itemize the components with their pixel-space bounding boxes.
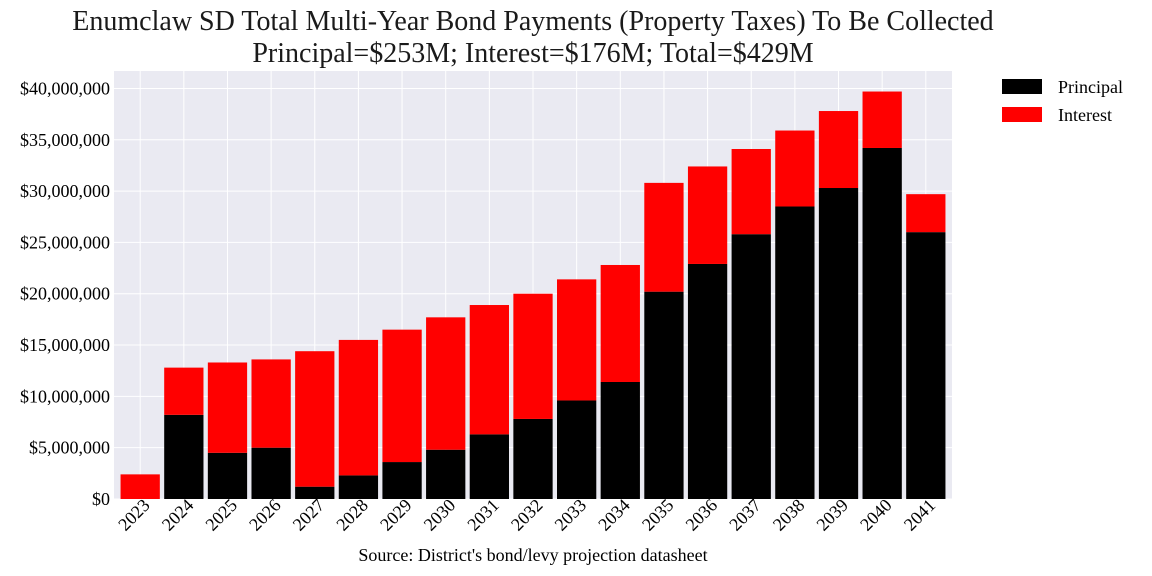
bar-interest-2034 [600,264,640,382]
y-tick-label: $35,000,000 [20,130,110,150]
x-tick-label: 2037 [725,495,765,535]
chart-subtitle: Principal=$253M; Interest=$176M; Total=$… [252,38,814,69]
x-axis: 2023 2024 2025 2026 2027 2028 2029 2030 2031 2032… [114,495,939,535]
x-tick-label: 2031 [463,495,503,535]
x-tick-label: 2035 [638,495,678,535]
y-tick-label: $20,000,000 [20,284,110,304]
bar-interest-2027 [295,351,335,487]
bar-principal-2040 [862,147,902,499]
bar-interest-2032 [513,293,553,419]
legend: Principal Interest [1002,77,1123,125]
chart-title: Enumclaw SD Total Multi-Year Bond Paymen… [72,6,994,37]
bar-principal-2033 [557,400,597,499]
bar-interest-2031 [469,305,509,435]
bar-interest-2040 [862,91,902,148]
bar-principal-2037 [731,234,771,499]
bar-interest-2039 [818,111,859,189]
bar-interest-2029 [382,329,422,463]
bar-principal-2035 [644,291,684,499]
bar-interest-2037 [731,149,771,235]
bars [120,91,946,500]
y-tick-label: $25,000,000 [20,232,110,252]
x-tick-label: 2025 [201,495,241,535]
bar-principal-2032 [513,418,553,499]
bar-interest-2023 [120,474,160,499]
bar-principal-2026 [251,447,291,499]
bar-principal-2028 [338,475,379,499]
legend-swatch-interest [1002,107,1042,122]
bar-principal-2038 [775,206,815,500]
bar-principal-2041 [906,232,946,499]
y-tick-label: $30,000,000 [20,181,110,201]
x-tick-label: 2033 [551,495,591,535]
bar-interest-2030 [426,317,466,450]
bar-interest-2025 [207,362,248,453]
x-tick-label: 2030 [420,495,460,535]
bar-principal-2034 [600,381,640,499]
x-tick-label: 2038 [769,495,809,535]
x-tick-label: 2032 [507,495,547,535]
y-tick-label: $0 [92,489,110,509]
bar-interest-2035 [644,182,684,292]
x-tick-label: 2029 [376,495,416,535]
y-tick-label: $15,000,000 [20,335,110,355]
y-tick-label: $10,000,000 [20,386,110,406]
x-tick-label: 2039 [812,495,852,535]
y-axis: $0 $5,000,000 $10,000,000 $15,000,000 $20,00… [20,78,110,509]
x-tick-label: 2028 [332,495,372,535]
bar-principal-2024 [164,414,204,499]
x-tick-label: 2034 [594,495,634,535]
y-tick-label: $5,000,000 [29,438,110,458]
legend-label-interest: Interest [1058,105,1112,125]
bar-principal-2030 [426,449,466,499]
x-tick-label: 2041 [900,495,940,535]
x-axis-label: Source: District's bond/levy projection … [358,545,707,565]
x-tick-label: 2024 [158,495,198,535]
legend-swatch-principal [1002,79,1042,94]
bar-principal-2039 [818,188,859,499]
x-tick-label: 2040 [856,495,896,535]
bar-interest-2026 [251,359,291,448]
bar-principal-2027 [295,486,335,499]
x-tick-label: 2023 [114,495,154,535]
bar-interest-2033 [557,279,597,401]
bar-principal-2025 [207,452,248,499]
legend-label-principal: Principal [1058,77,1123,97]
bar-interest-2024 [164,367,204,415]
bar-principal-2031 [469,434,509,499]
y-tick-label: $40,000,000 [20,78,110,98]
x-tick-label: 2027 [289,495,329,535]
bar-principal-2029 [382,462,422,499]
x-tick-label: 2026 [245,495,285,535]
bar-interest-2041 [906,194,946,233]
bar-interest-2036 [687,166,728,264]
bar-interest-2028 [338,339,379,476]
bar-interest-2038 [775,130,815,207]
bar-principal-2036 [687,263,728,499]
x-tick-label: 2036 [682,495,722,535]
